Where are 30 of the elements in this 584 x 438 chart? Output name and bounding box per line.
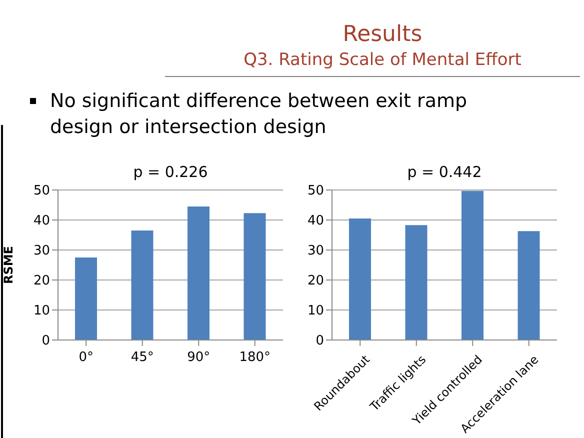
- x-tick-label: 45°: [130, 350, 154, 365]
- bar: [188, 206, 210, 340]
- text: No significant difference between exit ramp design or intersection design: [50, 89, 468, 140]
- y-tick-label: 20: [33, 274, 50, 289]
- y-axis-title: RSME: [1, 246, 16, 284]
- bar: [349, 218, 371, 340]
- y-tick-label: 0: [42, 334, 50, 349]
- text: Q3. Rating Scale of Mental Effort: [242, 50, 522, 70]
- bar: [462, 190, 484, 340]
- y-tick-label: 30: [307, 244, 324, 259]
- bar: [75, 258, 97, 340]
- y-tick-label: 10: [33, 304, 50, 319]
- y-tick-label: 50: [307, 184, 324, 199]
- y-tick-label: 40: [307, 214, 324, 229]
- bar: [131, 230, 154, 340]
- bar: [405, 225, 428, 340]
- bar: [244, 213, 266, 340]
- chart-title: p = 0.442: [406, 163, 483, 181]
- bar: [518, 231, 540, 340]
- chart-title: p = 0.226: [132, 163, 209, 181]
- x-tick-label: 180°: [239, 350, 271, 365]
- y-tick-label: 0: [316, 334, 324, 349]
- y-tick-label: 40: [33, 214, 50, 229]
- y-tick-label: 50: [33, 184, 50, 199]
- x-tick-label: 0°: [78, 350, 94, 365]
- y-tick-label: 30: [33, 244, 50, 259]
- x-tick-label: 90°: [187, 350, 210, 365]
- y-tick-label: 20: [307, 274, 324, 289]
- y-tick-label: 10: [307, 304, 324, 319]
- text: Results: [342, 22, 424, 47]
